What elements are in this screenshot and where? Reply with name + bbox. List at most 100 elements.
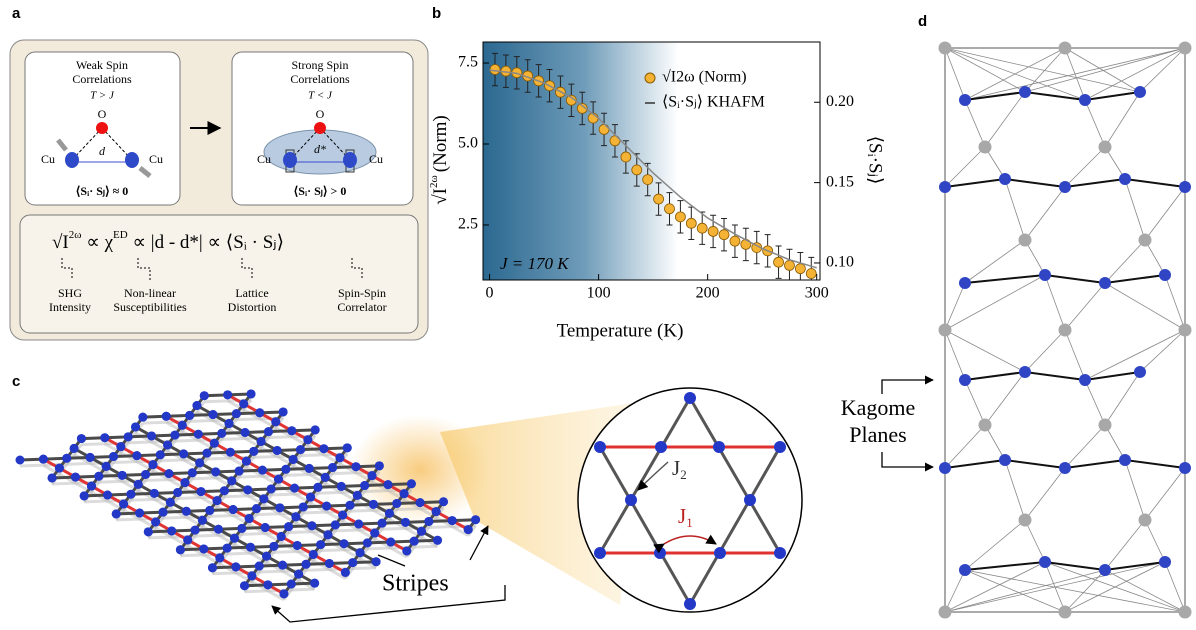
- thin-bond: [1105, 372, 1140, 425]
- y-tick-label: 2.5: [458, 216, 478, 233]
- lattice-node: [255, 408, 264, 417]
- zoom-circle: [578, 388, 802, 612]
- lattice-node: [301, 560, 310, 569]
- lattice-node: [118, 471, 127, 480]
- formula-sup: 2ω: [69, 229, 82, 241]
- data-point: [719, 230, 729, 240]
- thin-bond: [1065, 147, 1105, 187]
- lattice-node: [55, 464, 64, 473]
- lattice-node: [257, 437, 266, 446]
- lattice-node: [335, 453, 344, 462]
- lattice-node: [124, 432, 133, 441]
- y2-tick-label: 0.15: [826, 173, 854, 190]
- blue-atom: [1039, 269, 1051, 281]
- blue-atom: [939, 181, 951, 193]
- blue-atom: [1134, 86, 1146, 98]
- lattice-node: [433, 536, 442, 545]
- data-point: [654, 194, 664, 204]
- lattice-node: [307, 521, 316, 530]
- lattice-node: [144, 527, 153, 536]
- lattice-node: [147, 431, 156, 440]
- legend-marker: [645, 73, 655, 83]
- lattice-node: [241, 428, 250, 437]
- data-point: [664, 204, 674, 214]
- node: [774, 441, 786, 453]
- blue-atom: [959, 564, 971, 576]
- blue-atom: [1079, 94, 1091, 106]
- atom-label: O: [316, 107, 325, 121]
- lattice-node: [303, 435, 312, 444]
- y2-tick-label: 0.10: [826, 254, 854, 271]
- data-point: [621, 152, 631, 162]
- lattice-node: [400, 489, 409, 498]
- lattice-node: [102, 462, 111, 471]
- data-point: [784, 260, 794, 270]
- lattice-node: [289, 455, 298, 464]
- thin-bond: [1025, 48, 1185, 92]
- panel-label: c: [12, 373, 20, 390]
- blue-atom: [939, 462, 951, 474]
- lattice-node: [214, 525, 223, 534]
- data-point: [632, 165, 642, 175]
- lattice-node: [200, 391, 209, 400]
- lattice-node: [158, 508, 167, 517]
- gray-atom: [1139, 514, 1152, 527]
- x-tick-label: 200: [696, 285, 720, 302]
- lattice-node: [103, 491, 112, 500]
- figure: a b c d Weak Spin Correlations T > J Str…: [0, 0, 1196, 630]
- lattice-node: [215, 553, 224, 562]
- y-label-part: (Norm): [430, 115, 451, 172]
- formula-label: Correlator: [337, 300, 386, 314]
- lattice-node: [77, 434, 86, 443]
- lattice-node: [287, 580, 296, 589]
- thin-bond: [1125, 460, 1145, 520]
- lattice-node: [281, 465, 290, 474]
- lattice-node: [240, 581, 249, 590]
- cu-atom: [125, 152, 139, 168]
- thin-bond: [1005, 179, 1025, 240]
- lattice-node: [401, 518, 410, 527]
- lattice-node: [94, 472, 103, 481]
- y-tick-label: 7.5: [458, 54, 478, 71]
- lattice-node: [313, 483, 322, 492]
- lattice-node: [464, 525, 473, 534]
- lattice-node: [299, 502, 308, 511]
- lattice-node: [331, 520, 340, 529]
- distance-label: d: [99, 144, 106, 158]
- lattice-node: [237, 524, 246, 533]
- lattice-node: [217, 429, 226, 438]
- atom-label: Cu: [369, 152, 383, 166]
- lattice-node: [192, 401, 201, 410]
- blue-atom: [1159, 269, 1171, 281]
- data-point: [643, 175, 653, 185]
- lattice-node: [227, 476, 236, 485]
- gray-atom: [1019, 514, 1032, 527]
- lattice-node: [112, 509, 121, 518]
- thin-bond: [1105, 520, 1145, 570]
- thin-bond: [1025, 187, 1065, 240]
- lattice-node: [48, 473, 57, 482]
- lattice-node: [278, 561, 287, 570]
- lattice-node: [319, 444, 328, 453]
- blue-atom: [1059, 462, 1071, 474]
- kagome-arrow: [882, 380, 933, 394]
- thin-bond: [1065, 330, 1085, 380]
- kagome-bond: [965, 275, 1165, 283]
- lattice-node: [367, 471, 376, 480]
- kagome-label: Kagome: [841, 395, 916, 420]
- y2-tick-label: 0.20: [826, 93, 854, 110]
- data-point: [490, 65, 500, 75]
- thin-bond: [945, 570, 1105, 612]
- data-point: [708, 226, 718, 236]
- formula-label: SHG: [58, 286, 82, 300]
- lattice-node: [87, 482, 96, 491]
- legend-label: √I2ω (Norm): [662, 69, 747, 86]
- blue-atom: [999, 454, 1011, 466]
- x-tick-label: 300: [805, 285, 829, 302]
- lattice-node: [208, 410, 217, 419]
- lattice-node: [341, 568, 350, 577]
- lattice-node: [261, 523, 270, 532]
- coupling: J: [678, 504, 686, 528]
- blue-atom: [1019, 86, 1031, 98]
- lattice-node: [235, 467, 244, 476]
